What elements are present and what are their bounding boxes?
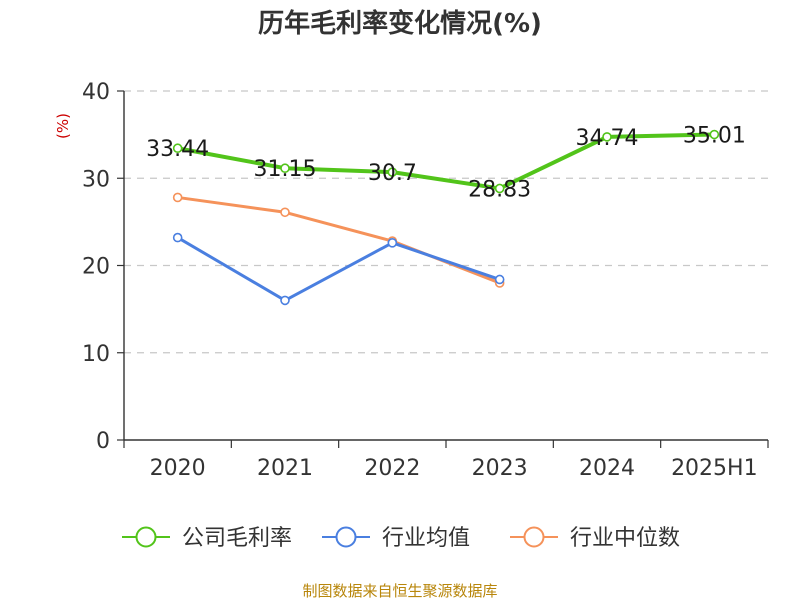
series-2-point-2023	[494, 274, 505, 285]
x-tick-label-2022: 2022	[364, 456, 420, 481]
x-tick-label-2025H1: 2025H1	[671, 456, 758, 481]
axes: 0 10 20 30 40 2020 2021 2022 2023 2024 2025H1	[82, 80, 769, 481]
x-tick-label-2021: 2021	[257, 456, 313, 481]
x-tick-label-2024: 2024	[579, 456, 635, 481]
series-1-point-2024	[602, 132, 612, 142]
y-tick-label-30: 30	[82, 167, 110, 192]
series-line-2	[176, 236, 502, 302]
legend-label-1: 公司毛利率	[182, 526, 292, 551]
series-1-point-2022	[387, 167, 398, 177]
y-tick-label-10: 10	[82, 342, 110, 367]
data-label-2023: 28.83	[468, 177, 531, 202]
data-label-2024: 34.74	[576, 126, 639, 151]
legend-marker-3	[523, 526, 545, 548]
y-tick-label-40: 40	[82, 80, 110, 105]
series-1-point-2021	[280, 163, 290, 174]
chart-title: 历年毛利率变化情况(%)	[258, 8, 542, 39]
y-tick-label-20: 20	[82, 255, 110, 280]
legend: 公司毛利率 行业均值 行业中位数	[122, 526, 680, 551]
legend-marker-2	[335, 526, 357, 548]
series-2-point-2021	[280, 295, 290, 306]
series-1-point-2020	[172, 143, 183, 154]
y-tick-label-0: 0	[96, 429, 110, 454]
grid	[124, 90, 768, 354]
series-3-point-2021	[280, 207, 290, 218]
legend-marker-1	[135, 526, 157, 548]
series-line-1	[175, 132, 717, 191]
data-label-2025H1: 35.01	[683, 124, 746, 149]
y-unit-label: (%)	[54, 113, 72, 139]
data-labels: 33.44 31.15 30.7 28.83 34.74 35.01	[146, 124, 746, 203]
series-1-point-2023	[494, 183, 505, 194]
series-3-point-2020	[172, 192, 183, 203]
legend-label-2: 行业均值	[382, 526, 470, 551]
series-1-point-2025H1	[709, 129, 720, 140]
x-tick-label-2020: 2020	[150, 456, 206, 481]
source-note: 制图数据来自恒生聚源数据库	[302, 582, 497, 600]
data-label-2022: 30.7	[368, 161, 417, 186]
series-layer	[172, 129, 720, 306]
x-tick-label-2023: 2023	[472, 456, 528, 481]
series-2-point-2022	[387, 238, 398, 248]
legend-label-3: 行业中位数	[570, 526, 680, 551]
series-2-point-2020	[172, 232, 183, 243]
data-label-2021: 31.15	[254, 157, 317, 182]
data-label-2020: 33.44	[146, 137, 209, 162]
